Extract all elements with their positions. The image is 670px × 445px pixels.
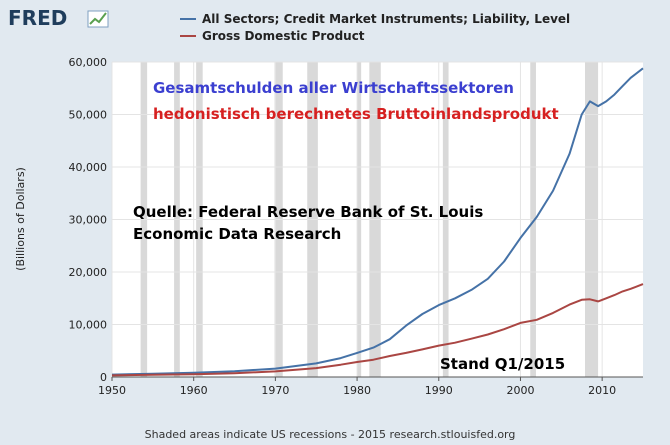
fred-logo[interactable]: FRED bbox=[8, 6, 109, 30]
x-tick-label: 2010 bbox=[588, 384, 616, 397]
y-tick-label: 50,000 bbox=[69, 109, 108, 122]
annotation-blue: Gesamtschulden aller Wirtschaftssektoren bbox=[153, 79, 514, 97]
annotation-red: hedonistisch berechnetes Bruttoinlandspr… bbox=[153, 105, 559, 123]
fred-logo-graph-icon bbox=[87, 10, 109, 28]
y-tick-label: 40,000 bbox=[69, 161, 108, 174]
annotation-stand: Stand Q1/2015 bbox=[440, 355, 565, 373]
series-lines bbox=[111, 67, 644, 377]
x-tick-label: 1990 bbox=[425, 384, 453, 397]
y-tick-label: 60,000 bbox=[69, 56, 108, 69]
x-tick-label: 1970 bbox=[261, 384, 289, 397]
y-tick-label: 10,000 bbox=[69, 319, 108, 332]
y-tick-label: 20,000 bbox=[69, 266, 108, 279]
annotation-source-line1: Quelle: Federal Reserve Bank of St. Loui… bbox=[133, 203, 483, 221]
legend: All Sectors; Credit Market Instruments; … bbox=[180, 12, 570, 43]
x-tick-label: 1950 bbox=[98, 384, 126, 397]
y-tick-label: 30,000 bbox=[69, 214, 108, 227]
series-line-gdp bbox=[111, 283, 644, 377]
x-tick-label: 2000 bbox=[506, 384, 534, 397]
annotation-source-line2: Economic Data Research bbox=[133, 225, 341, 243]
fred-logo-text: FRED bbox=[8, 6, 67, 30]
series-line-credit-market bbox=[111, 67, 644, 376]
legend-label-blue: All Sectors; Credit Market Instruments; … bbox=[202, 12, 570, 26]
legend-label-red: Gross Domestic Product bbox=[202, 29, 365, 43]
footer-note: Shaded areas indicate US recessions - 20… bbox=[145, 428, 516, 441]
y-tick-label: 0 bbox=[100, 371, 107, 384]
axes: 0 10,000 20,000 30,000 40,000 50,000 60,000 195… bbox=[69, 56, 643, 397]
x-tick-label: 1980 bbox=[343, 384, 371, 397]
y-axis-title: (Billions of Dollars) bbox=[14, 167, 27, 271]
x-tick-label: 1960 bbox=[180, 384, 208, 397]
